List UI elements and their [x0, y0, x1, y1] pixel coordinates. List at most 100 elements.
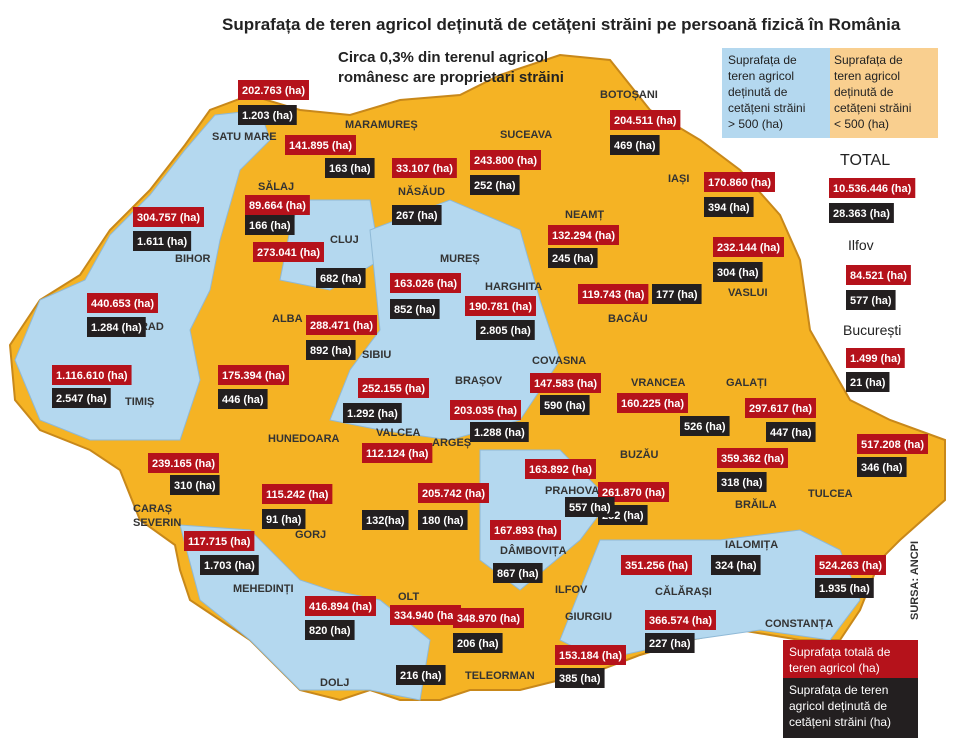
foreign-area: 245 (ha) [552, 253, 594, 265]
total-area-box [717, 448, 788, 468]
foreign-area-box [305, 620, 355, 640]
foreign-area: 820 (ha) [309, 625, 351, 637]
total-area-box [617, 393, 688, 413]
total-area: 33.107 (ha) [396, 163, 453, 175]
total-area: 10.536.446 (ha) [833, 183, 912, 195]
foreign-area: 166 (ha) [249, 220, 291, 232]
total-area: 261.870 (ha) [602, 487, 665, 499]
total-area-box [470, 150, 541, 170]
foreign-area-box [717, 472, 767, 492]
legend-text: Suprafața de [728, 53, 797, 67]
foreign-area: 557 (ha) [569, 502, 611, 514]
foreign-area: 469 (ha) [614, 140, 656, 152]
county-name: VRANCEA [631, 377, 685, 389]
foreign-area: 867 (ha) [497, 568, 539, 580]
foreign-area: 252 (ha) [474, 180, 516, 192]
legend-text: cetățeni străini (ha) [789, 715, 891, 729]
total-area: 84.521 (ha) [850, 270, 907, 282]
total-area-box [829, 178, 916, 198]
total-area-box [285, 135, 356, 155]
foreign-area-box [262, 509, 306, 529]
foreign-area-box [238, 105, 297, 125]
total-area: 252.155 (ha) [362, 383, 425, 395]
county-name: BIHOR [175, 253, 211, 265]
county-name: CARAȘ [133, 503, 172, 515]
legend-text: deținută de [834, 85, 894, 99]
total-area: 205.742 (ha) [422, 488, 485, 500]
foreign-area: 132(ha) [366, 515, 405, 527]
total-area: 297.617 (ha) [749, 403, 812, 415]
total-area: 1.499 (ha) [850, 353, 901, 365]
total-area: 141.895 (ha) [289, 140, 352, 152]
total-area-box [704, 172, 775, 192]
county-name: MEHEDINȚI [233, 583, 294, 595]
county-name: NĂSĂUD [398, 185, 445, 198]
foreign-area: 28.363 (ha) [833, 208, 890, 220]
county-name: TELEORMAN [465, 670, 535, 682]
total-area: 119.743 (ha) [582, 289, 645, 301]
foreign-area-box [170, 475, 220, 495]
county-name: DOLJ [320, 677, 349, 689]
foreign-area-box [343, 403, 402, 423]
ilfov-label: ILFOV [555, 584, 588, 596]
total-area: 163.026 (ha) [394, 278, 457, 290]
county-name: HUNEDOARA [268, 433, 340, 445]
total-area-box [610, 110, 681, 130]
legend-total-box [783, 640, 918, 678]
total-name: TOTAL [840, 152, 890, 169]
county-name: VALCEA [376, 427, 420, 439]
total-area-box [245, 195, 310, 215]
foreign-area-box [470, 422, 529, 442]
total-area-box [453, 608, 524, 628]
foreign-area: 304 (ha) [717, 267, 759, 279]
subtitle: Circa 0,3% din terenul agricol [338, 49, 548, 66]
foreign-area-box [493, 563, 543, 583]
total-area-box [548, 225, 619, 245]
county-name: ALBA [272, 313, 303, 325]
total-area: 524.263 (ha) [819, 560, 882, 572]
total-area-box [390, 605, 461, 625]
total-area: 517.208 (ha) [861, 439, 924, 451]
total-area: 239.165 (ha) [152, 458, 215, 470]
foreign-area: 318 (ha) [721, 477, 763, 489]
county-name: TULCEA [808, 488, 853, 500]
total-area-box [530, 373, 601, 393]
county-name: ARGEȘ [432, 437, 471, 449]
foreign-area-box [610, 135, 660, 155]
foreign-area: 267 (ha) [396, 210, 438, 222]
county-name: SIBIU [362, 349, 391, 361]
foreign-area: 852 (ha) [394, 304, 436, 316]
foreign-area-box [815, 578, 874, 598]
foreign-area: 1.703 (ha) [204, 560, 255, 572]
county-name: CLUJ [330, 234, 359, 246]
county-name: COVASNA [532, 355, 586, 367]
total-area: 89.664 (ha) [249, 200, 306, 212]
foreign-area-box [704, 197, 754, 217]
total-area-box [133, 207, 204, 227]
county-name: SATU MARE [212, 131, 277, 143]
total-area: 203.035 (ha) [454, 405, 517, 417]
legend-text: agricol deținută de [789, 699, 887, 713]
foreign-area-box [829, 203, 894, 223]
source: SURSA: ANCPI [909, 541, 921, 620]
county-name: PRAHOVA [545, 485, 599, 497]
county-name: MUREȘ [440, 253, 480, 265]
foreign-area: 526 (ha) [684, 421, 726, 433]
county-name: GALAȚI [726, 377, 767, 389]
foreign-area: 2.805 (ha) [480, 325, 531, 337]
foreign-area-box [390, 299, 440, 319]
total-area: 232.144 (ha) [717, 242, 780, 254]
foreign-area: 682 (ha) [320, 273, 362, 285]
county-name: BRAȘOV [455, 375, 503, 387]
foreign-area: 577 (ha) [850, 295, 892, 307]
foreign-area: 216 (ha) [400, 670, 442, 682]
legend-text: < 500 (ha) [834, 117, 889, 131]
county-name: DÂMBOVIȚA [500, 544, 567, 557]
foreign-area-box [766, 422, 816, 442]
legend-orange [830, 48, 938, 138]
foreign-area: 2.547 (ha) [56, 393, 107, 405]
legend-text: > 500 (ha) [728, 117, 783, 131]
total-area-box [262, 484, 333, 504]
foreign-area: 447 (ha) [770, 427, 812, 439]
county-name: HARGHITA [485, 281, 542, 293]
